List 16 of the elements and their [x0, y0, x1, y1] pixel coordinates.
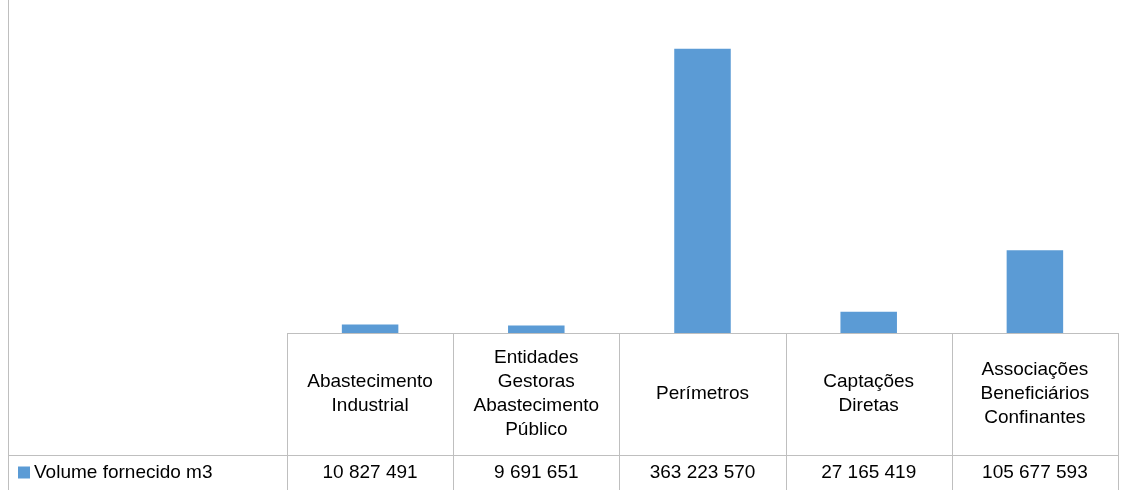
- data-label: 9 691 651: [494, 460, 579, 482]
- data-label: 27 165 419: [821, 460, 917, 482]
- bar: [508, 325, 565, 333]
- data-label: 363 223 570: [649, 460, 756, 482]
- data-label: 105 677 593: [982, 460, 1088, 482]
- legend-label: Volume fornecido m3: [34, 460, 213, 482]
- bar: [840, 311, 897, 333]
- x-tick-label: Perímetros: [656, 382, 749, 404]
- x-tick-label: Entidades Gestoras Abastecimento Público: [473, 346, 600, 440]
- data-label: 10 827 491: [322, 460, 418, 482]
- x-tick-label: Abastecimento Industrial: [307, 370, 433, 416]
- bar: [674, 48, 731, 333]
- bar: [341, 324, 399, 333]
- x-tick-label: Associações Beneficiários Confinantes: [980, 358, 1090, 428]
- x-tick-label: Captações Diretas: [823, 370, 915, 416]
- bar: [1006, 250, 1064, 333]
